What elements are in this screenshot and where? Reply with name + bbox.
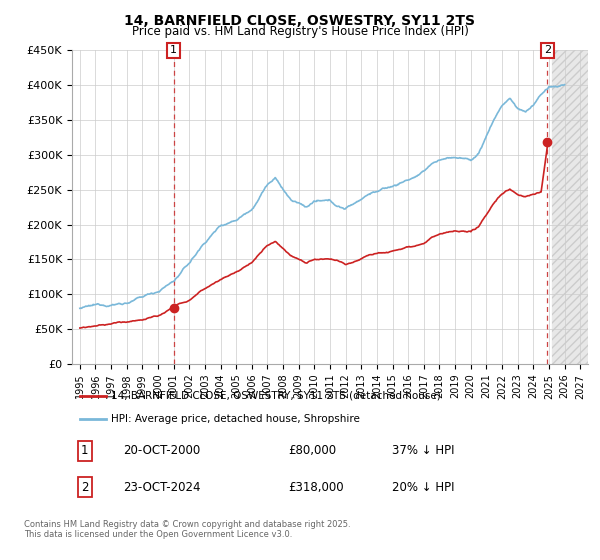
- Text: Contains HM Land Registry data © Crown copyright and database right 2025.
This d: Contains HM Land Registry data © Crown c…: [24, 520, 350, 539]
- Text: 2: 2: [544, 45, 551, 55]
- Text: 1: 1: [170, 45, 177, 55]
- Text: 20% ↓ HPI: 20% ↓ HPI: [392, 480, 454, 493]
- Text: £318,000: £318,000: [289, 480, 344, 493]
- Text: 23-OCT-2024: 23-OCT-2024: [124, 480, 201, 493]
- Bar: [552, 50, 588, 364]
- Text: £80,000: £80,000: [289, 445, 337, 458]
- Text: 14, BARNFIELD CLOSE, OSWESTRY, SY11 2TS (detached house): 14, BARNFIELD CLOSE, OSWESTRY, SY11 2TS …: [110, 391, 440, 401]
- Text: 1: 1: [81, 445, 89, 458]
- Text: 2: 2: [81, 480, 89, 493]
- Bar: [552, 50, 588, 364]
- Text: Price paid vs. HM Land Registry's House Price Index (HPI): Price paid vs. HM Land Registry's House …: [131, 25, 469, 38]
- Text: 37% ↓ HPI: 37% ↓ HPI: [392, 445, 454, 458]
- Text: 14, BARNFIELD CLOSE, OSWESTRY, SY11 2TS: 14, BARNFIELD CLOSE, OSWESTRY, SY11 2TS: [125, 14, 476, 28]
- Text: HPI: Average price, detached house, Shropshire: HPI: Average price, detached house, Shro…: [110, 414, 359, 424]
- Text: 20-OCT-2000: 20-OCT-2000: [124, 445, 201, 458]
